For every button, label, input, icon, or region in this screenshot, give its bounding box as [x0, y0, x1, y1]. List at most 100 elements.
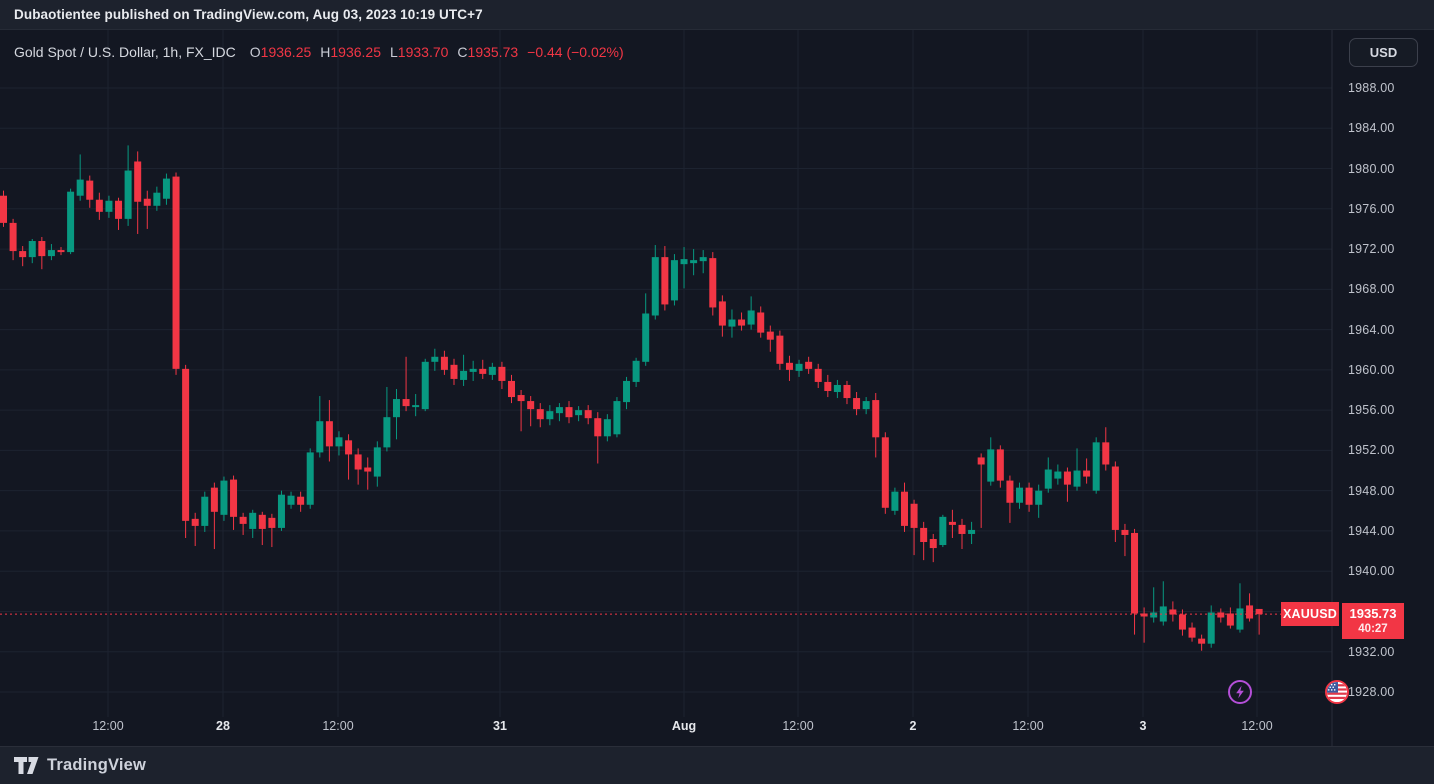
candle-body	[594, 418, 602, 437]
candle-body	[1054, 471, 1062, 479]
price-axis-label: 1952.00	[1348, 443, 1395, 458]
currency-toggle-button[interactable]: USD	[1349, 38, 1418, 67]
time-axis-label: 3	[1139, 719, 1147, 733]
candle-body	[402, 399, 410, 407]
candle-body	[440, 356, 448, 370]
candle-body	[546, 411, 554, 420]
candle-body	[977, 457, 985, 465]
time-axis[interactable]: 12:00 28 12:00 31 Aug 12:00 2 12:00 3 12:00	[0, 712, 1332, 746]
candle-body	[124, 170, 132, 219]
candle-body	[1207, 612, 1215, 644]
candle-body	[958, 524, 966, 534]
candle-body	[872, 400, 880, 438]
candle-body	[210, 487, 218, 512]
legend-high: H1936.25	[320, 44, 381, 60]
candle-body	[776, 335, 784, 364]
candle-body	[987, 449, 995, 482]
candle-body	[0, 195, 7, 223]
candle-body	[76, 179, 84, 196]
candle-body	[1025, 487, 1033, 505]
candle-body	[28, 241, 36, 258]
candle-body	[1016, 487, 1024, 503]
price-axis-label: 1940.00	[1348, 564, 1395, 579]
candle-body	[642, 313, 650, 362]
candle-body	[258, 514, 266, 529]
candle-body	[306, 452, 314, 505]
candle-body	[1121, 529, 1129, 535]
time-axis-label: 28	[216, 719, 230, 733]
time-axis-label: 12:00	[1241, 719, 1273, 733]
candle-body	[843, 384, 851, 399]
symbol-title[interactable]: Gold Spot / U.S. Dollar, 1h, FX_IDC	[14, 44, 236, 60]
price-axis-label: 1980.00	[1348, 161, 1395, 176]
candle-body	[670, 260, 678, 301]
candle-body	[67, 191, 75, 253]
candle-body	[929, 538, 937, 549]
candle-body	[1083, 470, 1091, 477]
candle-body	[392, 399, 400, 418]
legend-open: O1936.25	[249, 44, 312, 60]
economic-event-us-flag-icon[interactable]	[1324, 679, 1350, 705]
candle-body	[939, 516, 947, 546]
candle-body	[680, 259, 688, 265]
footer-bar: TradingView	[0, 746, 1434, 784]
candle-body	[757, 312, 765, 333]
candle-body	[469, 368, 477, 372]
candle-body	[824, 381, 832, 392]
candle-body	[948, 521, 956, 525]
candle-body	[9, 222, 17, 252]
candle-body	[508, 380, 516, 398]
candle-body	[613, 401, 621, 435]
time-axis-label: 12:00	[322, 719, 354, 733]
candle-body	[747, 310, 755, 325]
price-axis-label: 1960.00	[1348, 362, 1395, 377]
candle-body	[1226, 613, 1234, 626]
time-axis-label: Aug	[671, 719, 697, 733]
candle-body	[383, 417, 391, 448]
candle-body	[920, 527, 928, 543]
economic-event-flash-icon[interactable]	[1227, 679, 1253, 705]
tradingview-logo-text: TradingView	[47, 756, 147, 774]
candle-body	[335, 437, 343, 447]
candle-body	[1169, 609, 1177, 615]
candle-body	[603, 419, 611, 437]
candle-body	[249, 512, 257, 529]
candle-body	[527, 401, 535, 410]
candle-body	[364, 467, 372, 472]
price-axis-label: 1956.00	[1348, 403, 1395, 418]
candle-body	[1035, 490, 1043, 505]
price-axis-label: 1972.00	[1348, 242, 1395, 257]
price-axis-label: 1988.00	[1348, 81, 1395, 95]
candle-body	[814, 368, 822, 382]
time-axis-label: 12:00	[1012, 719, 1044, 733]
candle-body	[1044, 469, 1052, 489]
time-axis-label: 12:00	[782, 719, 814, 733]
candle-body	[230, 479, 238, 517]
candle-body	[47, 250, 55, 257]
candle-body	[584, 410, 592, 419]
candle-body	[785, 362, 793, 370]
candle-body	[1217, 612, 1225, 618]
candle-body	[1198, 638, 1206, 644]
candle-body	[891, 491, 899, 511]
last-price-label: 1935.73 40:27	[1342, 603, 1404, 640]
candle-body	[153, 192, 161, 206]
candle-body	[862, 401, 870, 410]
candle-body	[268, 517, 276, 528]
candle-body	[287, 495, 295, 505]
candle-body	[1255, 608, 1263, 615]
tradingview-logo[interactable]: TradingView	[14, 756, 146, 775]
legend-change: −0.44 (−0.02%)	[527, 44, 624, 60]
candle-body	[1006, 480, 1014, 503]
candle-body	[728, 319, 736, 327]
price-axis[interactable]: 1988.00 1984.00 1980.00 1976.00 1972.00 1968.…	[1332, 30, 1434, 746]
legend-close: C1935.73	[457, 44, 519, 60]
candle-body	[57, 250, 65, 253]
candle-body	[297, 496, 305, 505]
candle-body	[191, 518, 199, 526]
candle-body	[699, 257, 707, 262]
tradingview-logo-icon	[14, 757, 39, 774]
candle-body	[220, 480, 228, 515]
